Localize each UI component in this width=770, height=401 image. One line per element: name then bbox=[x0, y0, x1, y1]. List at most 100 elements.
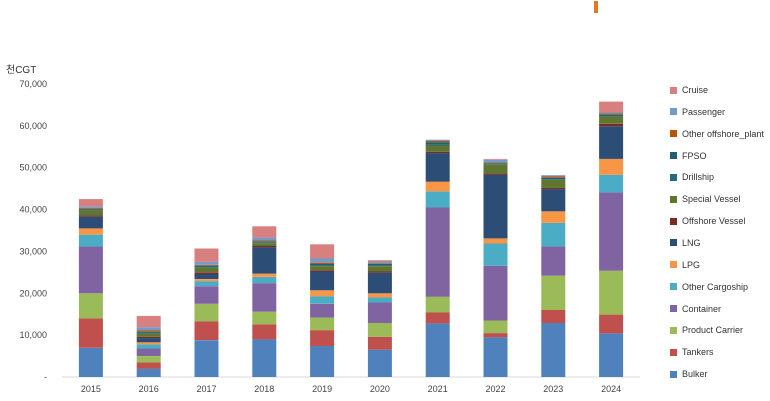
bar-segment-other-cargoship bbox=[425, 191, 450, 208]
bar-segment-container bbox=[541, 246, 566, 276]
legend-swatch bbox=[670, 173, 677, 181]
bar-segment-fpso bbox=[483, 163, 508, 164]
bar-segment-product-carrier bbox=[483, 320, 508, 334]
bar-segment-special-vessel bbox=[367, 266, 392, 272]
legend-swatch bbox=[670, 152, 677, 160]
bar-segment-passenger bbox=[136, 327, 161, 331]
legend-label: Cruise bbox=[682, 85, 709, 95]
bar-segment-other-cargoship bbox=[310, 296, 335, 304]
legend-item: Bulker bbox=[670, 369, 708, 379]
bar-segment-product-carrier bbox=[136, 356, 161, 363]
bar-segment-cruise bbox=[136, 315, 161, 328]
bar-segment-tankers bbox=[194, 321, 219, 341]
bar-stack-2015 bbox=[78, 199, 103, 377]
bar-segment-other-cargoship bbox=[194, 281, 219, 287]
bar-segment-drillship bbox=[425, 144, 450, 146]
y-tick-label: 10,000 bbox=[19, 330, 47, 340]
bar-segment-offshore-vessel bbox=[78, 215, 103, 217]
bar-segment-special-vessel bbox=[599, 116, 624, 124]
bar-stack-2016 bbox=[136, 315, 161, 377]
bar-segment-fpso bbox=[78, 208, 103, 210]
bar-segment-offshore-vessel bbox=[194, 272, 219, 275]
bar-segment-other-cargoship bbox=[483, 243, 508, 266]
bar-segment-drillship bbox=[252, 242, 277, 243]
bar-segment-drillship bbox=[483, 163, 508, 165]
y-tick-label: 40,000 bbox=[19, 205, 47, 215]
bar-segment-lpg bbox=[310, 290, 335, 297]
bar-segment-bulker bbox=[367, 349, 392, 377]
bar-segment-other-offshore-plant bbox=[425, 140, 450, 143]
legend-swatch bbox=[670, 108, 677, 116]
bar-segment-other-offshore-plant bbox=[541, 176, 566, 178]
bar-segment-special-vessel bbox=[425, 145, 450, 152]
bar-segment-other-cargoship bbox=[252, 277, 277, 284]
x-tick-label: 2022 bbox=[485, 384, 505, 394]
bar-segment-container bbox=[367, 302, 392, 323]
x-tick-label: 2023 bbox=[543, 384, 563, 394]
orange-accent-mark bbox=[594, 1, 598, 13]
y-axis-ticks: - 10,000 20,000 30,000 40,000 50,000 60,000 70,… bbox=[19, 79, 47, 382]
legend-swatch bbox=[670, 86, 677, 94]
bar-segment-special-vessel bbox=[252, 243, 277, 246]
bar-segment-bulker bbox=[78, 347, 103, 377]
bar-segment-lng bbox=[252, 247, 277, 274]
legend-label: LPG bbox=[682, 259, 701, 270]
bar-segment-container bbox=[136, 348, 161, 356]
bar-segment-container bbox=[483, 265, 508, 321]
bar-segment-cruise bbox=[194, 248, 219, 262]
bar-segment-cruise bbox=[252, 226, 277, 238]
bar-segment-lng bbox=[194, 274, 219, 279]
bar-segment-passenger bbox=[252, 237, 277, 241]
bar-segment-special-vessel bbox=[483, 164, 508, 174]
bar-segment-other-cargoship bbox=[367, 297, 392, 303]
legend-item: Cruise bbox=[670, 85, 708, 95]
legend-label: FPSO bbox=[682, 150, 707, 161]
bar-segment-other-cargoship bbox=[78, 234, 103, 247]
legend-label: Offshore Vessel bbox=[682, 216, 746, 227]
legend-label: Bulker bbox=[682, 369, 708, 380]
bar-segment-offshore-vessel bbox=[367, 271, 392, 273]
bar-segment-other-offshore-plant bbox=[599, 113, 624, 115]
bar-stack-2024 bbox=[599, 101, 624, 377]
bar-segment-tankers bbox=[425, 312, 450, 324]
bar-segment-lng bbox=[483, 174, 508, 239]
bar-segment-special-vessel bbox=[136, 333, 161, 337]
bar-segment-tankers bbox=[599, 314, 624, 334]
bar-segment-product-carrier bbox=[599, 270, 624, 315]
bar-segment-product-carrier bbox=[367, 323, 392, 337]
bar-segment-tankers bbox=[78, 318, 103, 348]
bar-segment-product-carrier bbox=[78, 293, 103, 319]
bar-segment-container bbox=[194, 286, 219, 304]
bar-segment-tankers bbox=[310, 330, 335, 346]
bar-segment-lng bbox=[541, 189, 566, 212]
bar-segment-container bbox=[425, 207, 450, 297]
bar-segment-passenger bbox=[78, 206, 103, 208]
bar-segment-other-offshore-plant bbox=[252, 240, 277, 242]
bar-segment-lpg bbox=[541, 211, 566, 223]
legend-swatch bbox=[670, 348, 677, 356]
legend-item: Offshore Vessel bbox=[670, 216, 745, 226]
bar-stack-2021 bbox=[425, 139, 450, 377]
legend-swatch bbox=[670, 305, 677, 312]
bar-segment-lpg bbox=[252, 273, 277, 277]
bar-segment-drillship bbox=[136, 332, 161, 334]
bar-segment-lng bbox=[78, 216, 103, 229]
bar-segment-bulker bbox=[425, 323, 450, 377]
bar-stack-2019 bbox=[310, 244, 335, 377]
bar-segment-offshore-vessel bbox=[425, 151, 450, 154]
bar-segment-cruise bbox=[78, 199, 103, 207]
bar-segment-lpg bbox=[136, 342, 161, 345]
bar-segment-passenger bbox=[425, 139, 450, 141]
bar-segment-fpso bbox=[194, 265, 219, 267]
bar-segment-product-carrier bbox=[425, 296, 450, 313]
bar-segment-other-offshore-plant bbox=[78, 207, 103, 209]
bar-segment-cruise bbox=[483, 158, 508, 160]
bar-segment-passenger bbox=[599, 112, 624, 114]
y-tick-label: 50,000 bbox=[19, 163, 47, 173]
bar-stack-2018 bbox=[252, 226, 277, 377]
bar-segment-special-vessel bbox=[194, 267, 219, 273]
legend-swatch bbox=[670, 195, 677, 203]
x-tick-label: 2017 bbox=[196, 384, 216, 394]
bar-segment-other-offshore-plant bbox=[367, 263, 392, 264]
bar-segment-container bbox=[310, 303, 335, 318]
